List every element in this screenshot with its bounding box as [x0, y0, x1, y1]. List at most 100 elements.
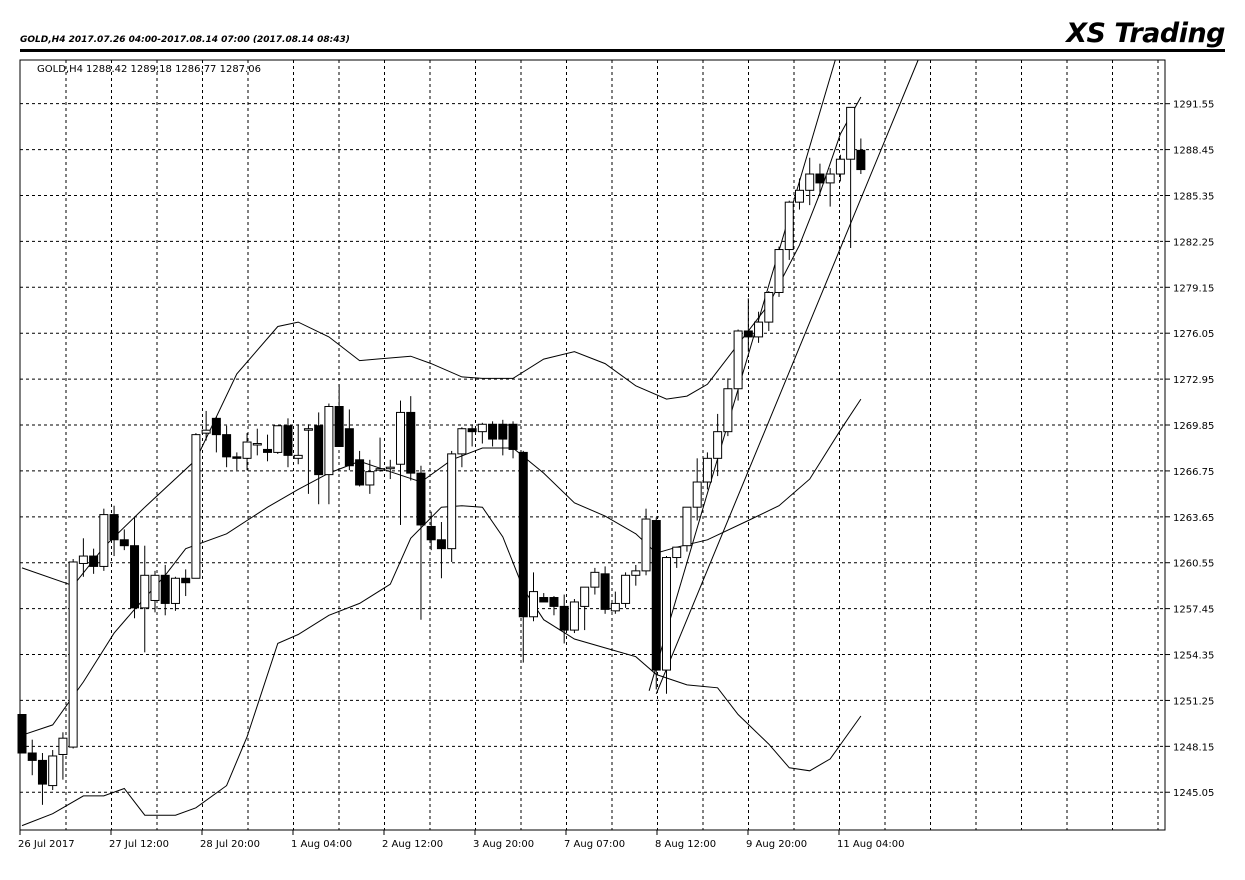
candle	[242, 433, 252, 471]
candle	[160, 564, 170, 616]
candle	[252, 428, 262, 456]
y-tick-label: 1288.45	[1173, 146, 1214, 157]
x-tick-label: 7 Aug 07:00	[564, 839, 625, 850]
candle	[784, 200, 794, 260]
candle-body-bull	[569, 601, 579, 631]
candle	[170, 576, 180, 611]
candle	[682, 506, 692, 552]
candle-body-bull	[99, 514, 109, 567]
x-tick-label: 8 Aug 12:00	[655, 839, 716, 850]
candle-body-bear	[27, 752, 37, 761]
candle-body-bear	[498, 423, 508, 440]
symbol-label: GOLD,H4	[37, 64, 83, 75]
x-tick-label: 26 Jul 2017	[18, 839, 75, 850]
candle-body-bull	[610, 602, 620, 612]
candle-body-bull	[303, 428, 313, 431]
y-tick-label: 1248.15	[1173, 742, 1214, 753]
candle	[89, 548, 99, 574]
candle-body-bull	[702, 457, 712, 483]
candle	[549, 596, 559, 616]
candle-body-bear	[436, 539, 446, 550]
candle	[293, 424, 303, 465]
candle	[355, 450, 365, 487]
candle	[283, 418, 293, 468]
candle-body-bull	[846, 106, 856, 160]
candle-body-bull	[631, 570, 641, 576]
candle	[17, 714, 27, 754]
candle-body-bull	[672, 546, 682, 559]
candle	[672, 546, 682, 568]
candle	[733, 329, 743, 401]
candle	[477, 422, 487, 444]
candle-body-bull	[529, 591, 538, 618]
candle-body-bull	[447, 453, 457, 550]
candle-body-bull	[293, 454, 303, 459]
candle	[78, 538, 88, 577]
y-tick-label: 1276.05	[1173, 329, 1214, 340]
candle	[518, 450, 528, 663]
candle-body-bull	[713, 431, 723, 459]
candle-body-bear	[508, 423, 518, 450]
candle	[488, 421, 498, 447]
candle	[150, 570, 160, 613]
candle	[263, 434, 273, 462]
candle	[406, 396, 416, 481]
candle-body-bull	[140, 574, 150, 609]
candle	[580, 586, 590, 631]
y-tick-label: 1272.95	[1173, 375, 1214, 386]
candle	[467, 424, 477, 447]
candle-body-bear	[119, 539, 129, 547]
candle	[48, 750, 58, 791]
candle	[140, 545, 150, 653]
candle	[754, 311, 764, 343]
candle	[99, 508, 109, 571]
candle	[835, 154, 845, 182]
candle-body-bear	[263, 448, 273, 453]
candle-body-bull	[58, 737, 68, 755]
y-tick-label: 1245.05	[1173, 788, 1214, 799]
candle-body-bull	[661, 557, 671, 671]
candle-body-bull	[375, 468, 385, 471]
candle	[651, 517, 661, 690]
x-tick-label: 2 Aug 12:00	[382, 839, 443, 850]
candle	[856, 138, 866, 175]
candle	[27, 739, 37, 776]
candle	[825, 168, 835, 207]
ohlc-readout: 1288.42 1289.18 1286.77 1287.06	[86, 64, 261, 75]
candle	[334, 384, 344, 447]
candle	[559, 594, 569, 644]
candle-body-bear	[406, 411, 416, 474]
candle	[641, 508, 651, 576]
candle-body-bull	[242, 441, 252, 459]
candle-body-bear	[211, 417, 221, 436]
candle	[794, 178, 804, 210]
x-tick-label: 11 Aug 04:00	[837, 839, 904, 850]
candle	[610, 591, 620, 614]
candle	[232, 452, 242, 471]
candle-body-bear	[416, 472, 426, 526]
candle	[743, 298, 753, 352]
candle	[713, 413, 723, 477]
candle	[508, 421, 518, 459]
candle-body-bull	[170, 577, 180, 604]
candle	[764, 291, 774, 331]
candle-body-bull	[835, 158, 845, 175]
candle-body-bull	[477, 423, 487, 433]
candle-body-bull	[682, 506, 692, 547]
candle	[631, 564, 641, 586]
candle-body-bull	[191, 434, 201, 579]
candle-body-bear	[518, 451, 528, 618]
candle-body-bull	[733, 330, 743, 390]
candle-body-bear	[600, 573, 610, 610]
candle	[119, 529, 129, 551]
candle-body-bear	[344, 428, 354, 467]
candle-body-bull	[48, 755, 58, 787]
candle	[436, 522, 446, 579]
candle-body-bull	[365, 471, 375, 486]
y-tick-label: 1260.55	[1173, 559, 1214, 570]
candle-body-bear	[89, 555, 99, 567]
candle	[344, 409, 354, 471]
candle-body-bear	[856, 149, 866, 171]
candle	[365, 459, 375, 494]
